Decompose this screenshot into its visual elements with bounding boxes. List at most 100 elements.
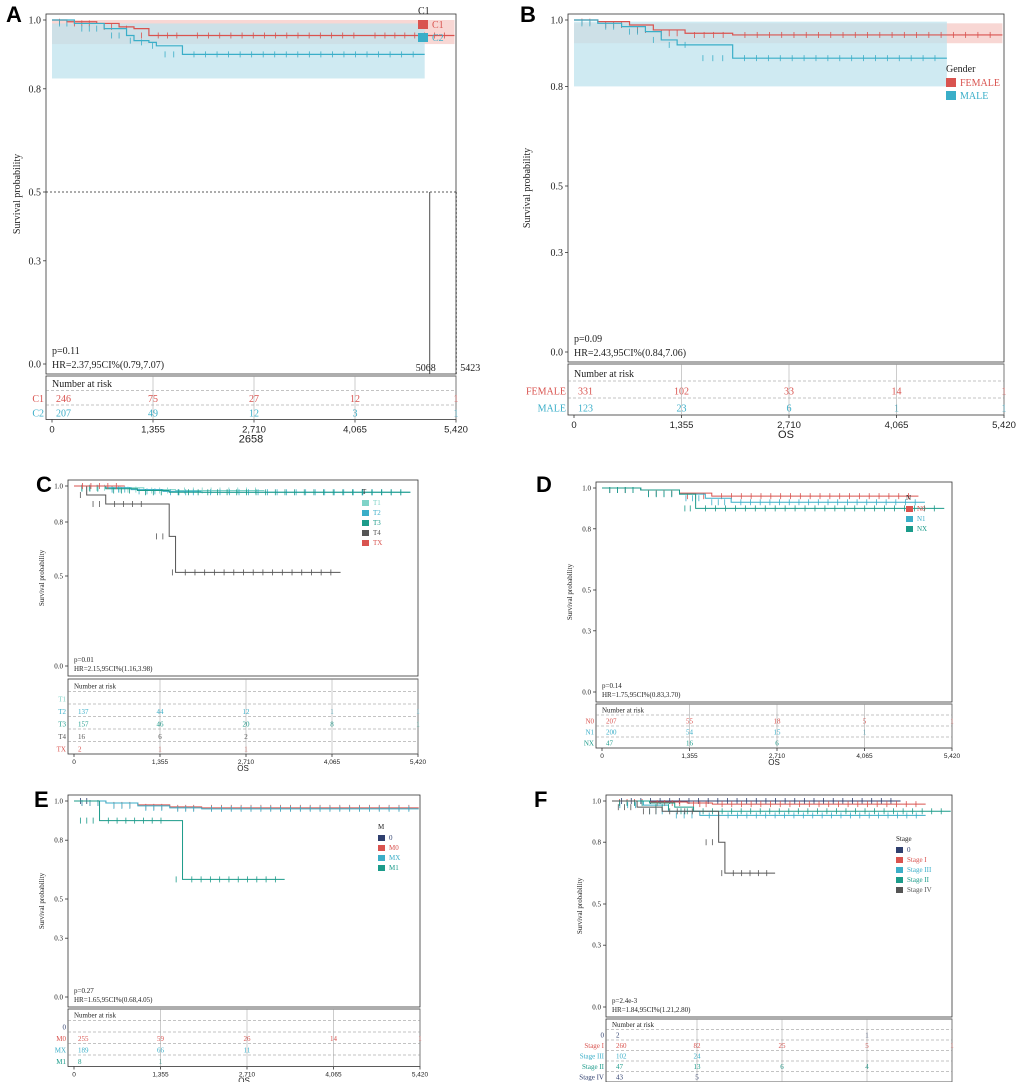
risk-cell: 260: [616, 1042, 627, 1050]
y-tick-label: 0.8: [54, 518, 63, 526]
hazard-ratio: HR=2.37,95CI%(0.79,7.07): [52, 360, 164, 371]
y-tick-label: 0.5: [54, 895, 63, 903]
legend-label: MX: [389, 854, 400, 862]
legend-swatch: [896, 857, 903, 863]
y-tick-label: 0.8: [54, 837, 63, 845]
km-curve-stage-iv: [612, 800, 776, 874]
hazard-ratio: HR=1.75,95CI%(0.83,3.70): [602, 691, 681, 699]
legend-swatch: [362, 530, 369, 536]
panel-letter: A: [6, 2, 22, 27]
risk-row-label: N0: [585, 718, 594, 726]
km-chart-svg: 0.0 0.3 0.5 0.8 1.0 Survival probability p=0.0…: [522, 13, 1016, 441]
risk-row-label: TX: [57, 745, 66, 753]
y-axis-label: Survival probability: [12, 154, 23, 234]
x-tick-label: 0: [72, 1072, 76, 1079]
risk-row-label: T4: [58, 733, 66, 741]
risk-cell: 255: [78, 1035, 89, 1043]
legend-swatch: [362, 520, 369, 526]
y-tick-label: 0.3: [54, 935, 63, 943]
x-tick-label: 1,355: [681, 753, 698, 760]
risk-row-label: FEMALE: [526, 386, 566, 397]
y-tick-label: 0.3: [582, 627, 591, 635]
plot-frame: [67, 794, 421, 1008]
y-tick-label: 0.8: [592, 839, 601, 847]
km-chart-svg: 0.0 0.3 0.5 0.8 1.0 Survival probability 5068 5…: [12, 6, 480, 446]
y-tick-label: 1.0: [29, 16, 42, 27]
panel-letter: C: [36, 472, 52, 497]
legend-swatch: [362, 540, 369, 546]
y-tick-label: 0.0: [54, 993, 63, 1001]
p-value: p=0.14: [602, 682, 622, 690]
legend-label: T3: [373, 519, 381, 527]
plot-frame: [595, 481, 953, 703]
risk-row-label: Stage III: [580, 1053, 605, 1061]
legend-label: Stage I: [907, 856, 927, 864]
risk-row-label: Stage II: [582, 1063, 605, 1071]
hazard-ratio: HR=2.15,95CI%(1.16,3.98): [74, 665, 153, 673]
legend-label: 0: [907, 846, 911, 854]
legend-swatch: [896, 877, 903, 883]
y-tick-label: 0.5: [551, 182, 564, 193]
km-curve-m1: [74, 800, 285, 880]
legend-swatch: [378, 855, 385, 861]
x-tick-label: 4,065: [856, 753, 873, 760]
km-chart-svg: 0.0 0.3 0.5 0.8 1.0 Survival probability p=0.2…: [38, 794, 429, 1082]
y-tick-label: 1.0: [592, 797, 601, 805]
median-label: 5423: [460, 363, 480, 374]
km-chart-svg: 0.0 0.3 0.5 0.8 1.0 Survival probability p=0.1…: [566, 481, 961, 767]
risk-cell: 2: [78, 745, 82, 753]
y-tick-label: 0.0: [582, 688, 591, 696]
x-tick-label: 1,355: [152, 1072, 169, 1079]
legend-label: M0: [389, 844, 399, 852]
risk-table-header: Number at risk: [612, 1021, 654, 1029]
x-axis-label: OS: [768, 758, 780, 767]
panel-letter: B: [520, 2, 536, 27]
risk-row-label: T2: [58, 708, 66, 716]
legend-swatch: [418, 20, 428, 29]
risk-row-label: M0: [56, 1035, 66, 1043]
p-value: p=0.27: [74, 987, 94, 995]
risk-cell: 331: [578, 386, 593, 397]
risk-row-label: MX: [55, 1046, 66, 1054]
km-panel-e: E 0.0 0.3 0.5 0.8 1.0 Survival probability p=0.…: [0, 785, 510, 1082]
y-tick-label: 0.5: [54, 572, 63, 580]
y-axis-label: Survival probability: [576, 877, 584, 934]
x-tick-label: 5,420: [992, 420, 1016, 431]
legend-swatch: [906, 506, 913, 512]
y-axis-label: Survival probability: [38, 872, 46, 929]
y-tick-label: 0.0: [592, 1003, 601, 1011]
panel-letter: E: [34, 787, 49, 812]
y-tick-label: 0.3: [551, 248, 564, 259]
y-axis-label: Survival probability: [38, 549, 46, 606]
risk-cell: 189: [78, 1046, 89, 1054]
plot-frame: [67, 479, 419, 677]
risk-cell: 157: [78, 720, 89, 728]
confidence-band: [574, 21, 947, 87]
legend-label: M1: [389, 864, 399, 872]
legend-label: Stage II: [907, 876, 930, 884]
p-value: p=0.09: [574, 334, 602, 345]
risk-table-header: Number at risk: [74, 1012, 116, 1020]
legend-label: Stage III: [907, 866, 932, 874]
km-panel-c: C 0.0 0.5 0.8 1.0 Survival probability p=0.01 H…: [0, 470, 510, 780]
hazard-ratio: HR=2.43,95CI%(0.84,7.06): [574, 348, 686, 359]
y-tick-label: 0.5: [592, 900, 601, 908]
x-tick-label: 2,710: [238, 759, 255, 766]
legend-title: Gender: [946, 64, 976, 75]
risk-table-header: Number at risk: [574, 369, 634, 380]
x-tick-label: 5,420: [410, 759, 427, 766]
risk-cell: 137: [78, 708, 89, 716]
x-axis-label: OS: [237, 764, 249, 773]
risk-table-header: Number at risk: [52, 379, 112, 390]
legend-label: TX: [373, 539, 382, 547]
legend-swatch: [906, 516, 913, 522]
km-curve-nx: [602, 487, 945, 509]
legend-title: Stage: [896, 835, 912, 843]
y-tick-label: 0.0: [551, 348, 564, 359]
x-tick-label: 0: [600, 753, 604, 760]
legend-label: MALE: [960, 91, 988, 102]
x-tick-label: 4,065: [343, 425, 367, 436]
legend-label: T1: [373, 499, 381, 507]
x-tick-label: 4,065: [324, 759, 341, 766]
x-axis-label: OS: [238, 1077, 250, 1082]
